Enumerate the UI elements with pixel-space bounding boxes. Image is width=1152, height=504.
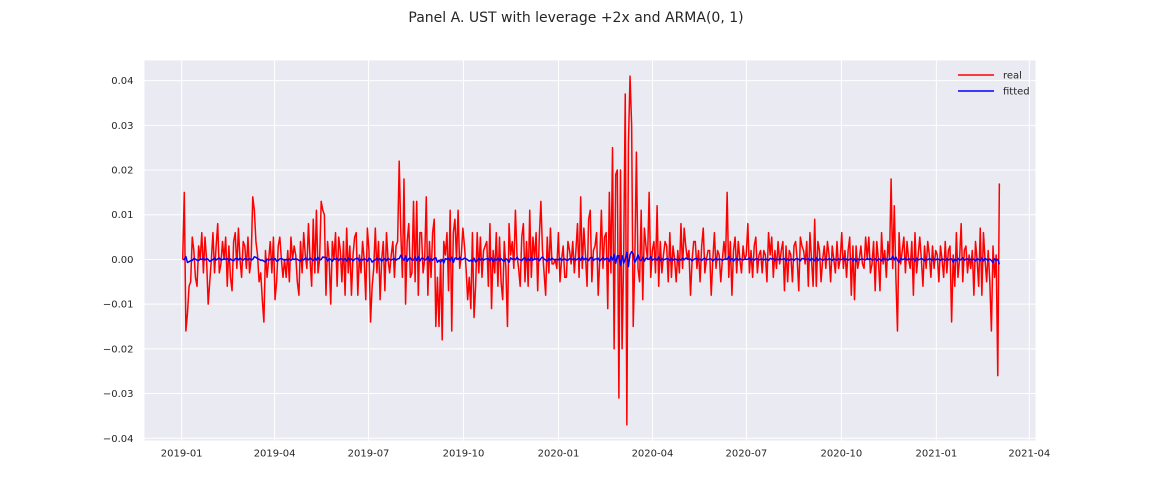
y-tick-label: −0.01 <box>103 300 134 311</box>
x-tick-label: 2019-01 <box>161 449 203 460</box>
legend: real fitted <box>958 71 1030 98</box>
x-tick-label: 2021-01 <box>915 449 957 460</box>
y-axis-ticks: 0.04 0.03 0.02 0.01 0.00 −0.01 −0.02 −0.03 −0.04 <box>103 76 134 445</box>
y-tick-label: 0.00 <box>111 255 133 266</box>
y-tick-label: 0.01 <box>111 210 133 221</box>
y-tick-label: 0.03 <box>111 121 133 132</box>
y-tick-label: −0.02 <box>103 344 134 355</box>
series-real-line <box>181 75 1001 426</box>
y-tick-label: −0.04 <box>103 434 134 445</box>
x-tick-label: 2020-01 <box>538 449 580 460</box>
x-tick-label: 2021-04 <box>1008 449 1050 460</box>
x-tick-label: 2019-10 <box>443 449 485 460</box>
legend-label-fitted: fitted <box>1003 87 1030 98</box>
y-tick-label: −0.03 <box>103 389 134 400</box>
series-group <box>181 75 1001 426</box>
series-fitted-line <box>182 250 1001 268</box>
x-tick-label: 2019-07 <box>348 449 390 460</box>
legend-label-real: real <box>1003 71 1022 82</box>
y-tick-label: 0.02 <box>111 166 133 177</box>
chart-title: Panel A. UST with leverage +2x and ARMA(… <box>408 10 743 26</box>
x-axis-ticks: 2019-01 2019-04 2019-07 2019-10 2020-01 2020-… <box>161 449 1050 460</box>
x-tick-label: 2020-10 <box>821 449 863 460</box>
x-tick-label: 2020-04 <box>632 449 674 460</box>
x-tick-label: 2020-07 <box>726 449 768 460</box>
y-tick-label: 0.04 <box>111 76 133 87</box>
x-tick-label: 2019-04 <box>254 449 296 460</box>
